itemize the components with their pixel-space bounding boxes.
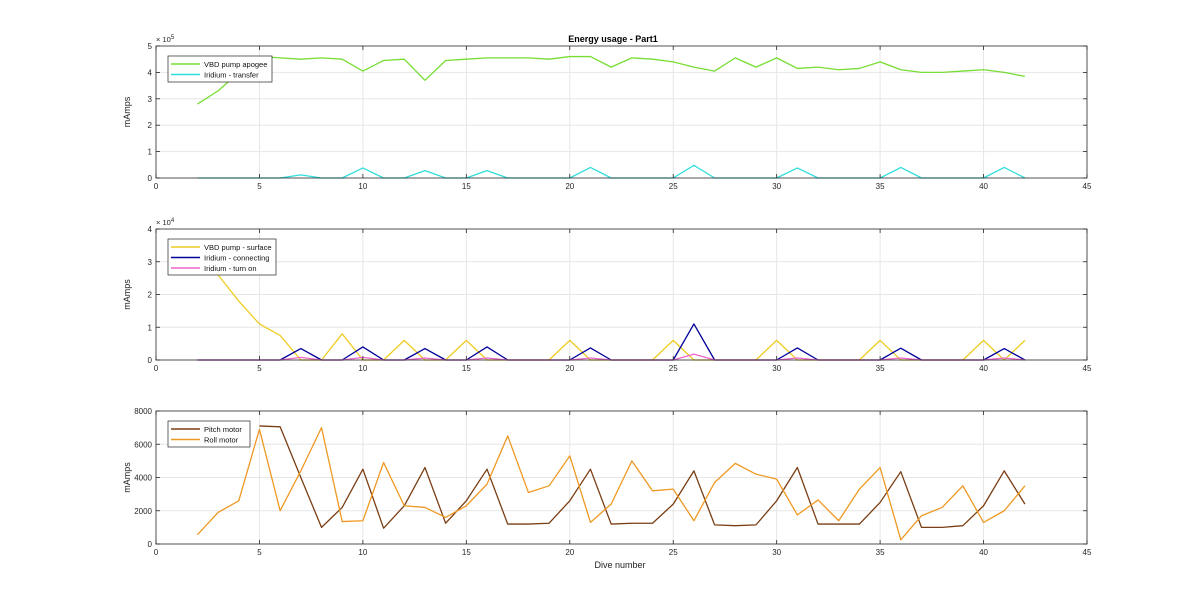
legend: Pitch motor Roll motor	[167, 420, 251, 448]
x-tick-label: 45	[1083, 548, 1092, 557]
legend-entry: Iridium - turn on	[204, 264, 257, 273]
x-tick-label: 20	[565, 364, 574, 373]
y-tick-label: 0	[148, 540, 153, 549]
y-exponent-power: 5	[171, 35, 175, 41]
legend-box	[167, 420, 251, 448]
y-tick-label: 0	[148, 356, 153, 365]
legend-box	[167, 55, 273, 83]
legend-entry: Iridium - transfer	[204, 71, 259, 80]
x-tick-label: 30	[772, 182, 781, 191]
series-pitch-motor	[259, 425, 1026, 529]
y-tick-label: 4000	[134, 474, 152, 483]
x-tick-label: 20	[565, 182, 574, 191]
y-axis-label: mAmps	[122, 279, 132, 310]
y-exponent-label: × 104	[156, 218, 175, 227]
chart-panel-3: 0 5 10 15 20 25 30 35 40 45 0 2000 4000 6000 8000 mAmps…	[122, 407, 1092, 557]
x-tick-label: 35	[876, 182, 885, 191]
x-tick-label: 40	[979, 548, 988, 557]
chart-panel-2: 0 5 10 15 20 25 30 35 40 45 0 1 2 3 4× 104 mAmps VBD pum…	[122, 218, 1092, 373]
y-exponent-power: 4	[171, 218, 175, 224]
y-tick-label: 4	[148, 225, 153, 234]
y-tick-label: 2	[148, 121, 153, 130]
y-tick-label: 5	[148, 42, 153, 51]
x-tick-label: 10	[358, 364, 367, 373]
y-tick-label: 0	[148, 174, 153, 183]
y-tick-label: 6000	[134, 440, 152, 449]
x-tick-label: 40	[979, 364, 988, 373]
x-tick-label: 15	[462, 364, 471, 373]
x-tick-label: 0	[154, 182, 159, 191]
x-tick-label: 45	[1083, 364, 1092, 373]
x-tick-label: 40	[979, 182, 988, 191]
x-tick-label: 15	[462, 182, 471, 191]
y-axis-label: mAmps	[122, 96, 132, 127]
y-tick-label: 3	[148, 258, 153, 267]
legend-entry: Roll motor	[204, 436, 239, 445]
series-line	[259, 425, 1026, 529]
x-tick-label: 35	[876, 364, 885, 373]
legend: VBD pump - surface Iridium - connectingIr…	[167, 238, 277, 276]
y-tick-label: 2	[148, 291, 153, 300]
x-tick-label: 35	[876, 548, 885, 557]
x-tick-label: 20	[565, 548, 574, 557]
series-roll-motor	[196, 426, 1026, 541]
y-axis-label: mAmps	[122, 462, 132, 493]
legend: VBD pump apogee Iridium - transfer	[167, 55, 273, 83]
legend-entry: VBD pump apogee	[204, 60, 267, 69]
x-tick-label: 30	[772, 364, 781, 373]
plot-area	[156, 46, 1087, 178]
x-axis-label: Dive number	[594, 560, 645, 570]
x-tick-label: 45	[1083, 182, 1092, 191]
y-tick-label: 3	[148, 95, 153, 104]
y-tick-label: 4	[148, 68, 153, 77]
y-exponent-label: × 105	[156, 35, 175, 44]
x-tick-label: 15	[462, 548, 471, 557]
series-line	[197, 55, 1026, 105]
figure-title: Energy usage - Part1	[568, 34, 658, 44]
x-tick-label: 10	[358, 182, 367, 191]
legend-entry: Pitch motor	[204, 425, 242, 434]
legend-entry: Iridium - connecting	[204, 254, 269, 263]
legend-entry: VBD pump - surface	[204, 243, 272, 252]
x-tick-label: 5	[257, 548, 262, 557]
x-tick-label: 30	[772, 548, 781, 557]
x-tick-label: 25	[669, 182, 678, 191]
x-tick-label: 25	[669, 548, 678, 557]
x-tick-label: 5	[257, 182, 262, 191]
x-tick-label: 0	[154, 364, 159, 373]
x-tick-label: 0	[154, 548, 159, 557]
axes-box	[155, 45, 1088, 179]
x-tick-label: 25	[669, 364, 678, 373]
x-tick-label: 5	[257, 364, 262, 373]
y-tick-label: 1	[148, 323, 153, 332]
y-tick-label: 8000	[134, 407, 152, 416]
x-tick-label: 10	[358, 548, 367, 557]
series-line	[196, 426, 1026, 541]
y-tick-label: 1	[148, 148, 153, 157]
y-tick-label: 2000	[134, 507, 152, 516]
series-vbd-pump-apogee	[197, 55, 1026, 105]
